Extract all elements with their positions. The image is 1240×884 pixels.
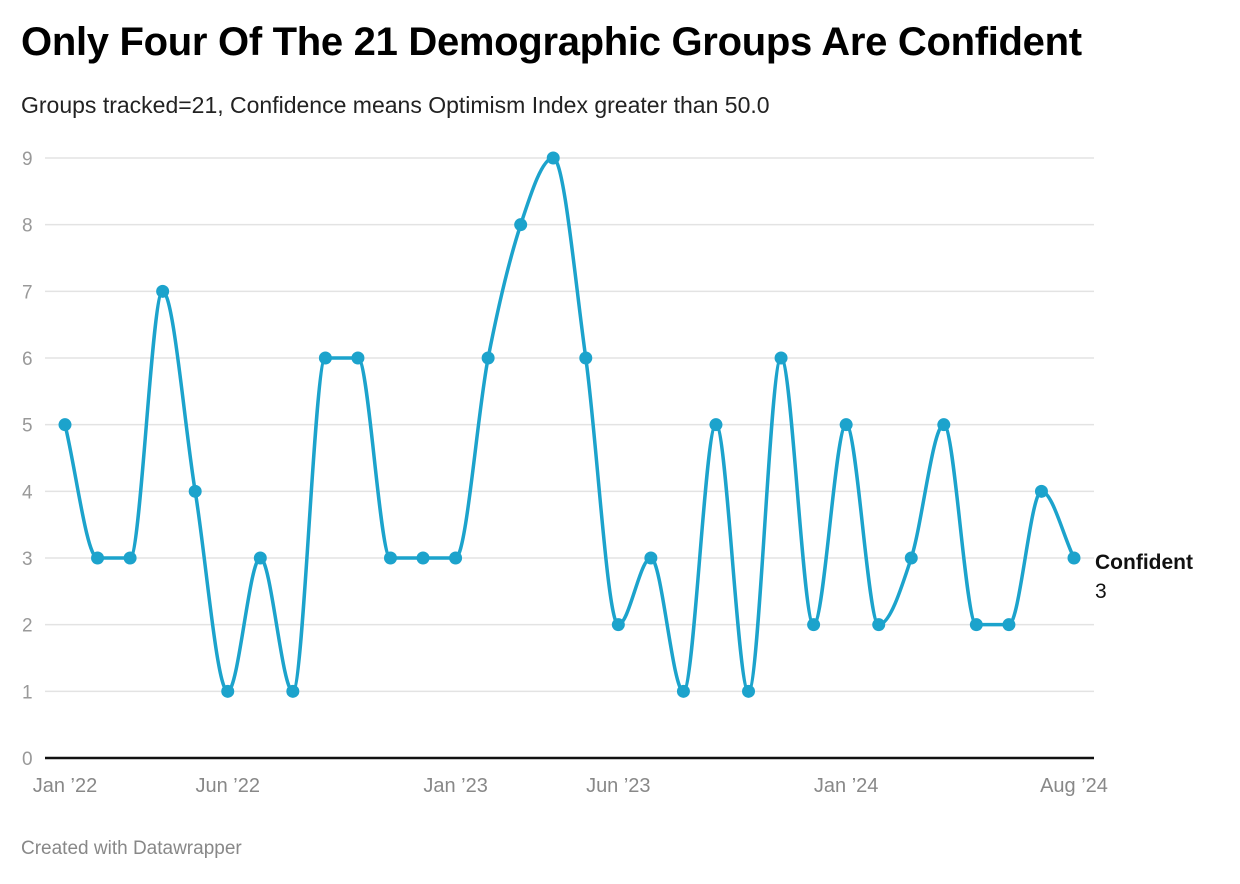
x-tick-label: Jan ’23 <box>423 775 488 797</box>
data-point <box>221 684 235 698</box>
data-point <box>286 684 300 698</box>
y-tick-label: 6 <box>22 349 33 370</box>
data-point <box>91 551 105 565</box>
data-point <box>872 618 886 632</box>
data-point <box>383 551 397 565</box>
data-point <box>481 351 495 365</box>
data-point <box>318 351 332 365</box>
data-point <box>676 684 690 698</box>
y-tick-label: 1 <box>22 682 33 703</box>
data-point <box>709 418 723 432</box>
data-point <box>123 551 137 565</box>
data-point <box>1067 551 1081 565</box>
y-tick-label: 7 <box>22 282 33 303</box>
chart-subtitle: Groups tracked=21, Confidence means Opti… <box>21 92 770 118</box>
x-tick-label: Jun ’23 <box>586 775 651 797</box>
data-point <box>416 551 430 565</box>
data-point <box>156 284 170 298</box>
y-tick-label: 8 <box>22 216 33 237</box>
data-point <box>351 351 365 365</box>
y-tick-label: 2 <box>22 616 33 637</box>
x-tick-label: Aug ’24 <box>1040 775 1108 797</box>
y-tick-label: 4 <box>22 482 33 503</box>
data-point <box>839 418 853 432</box>
data-point <box>1002 618 1016 632</box>
data-point <box>904 551 918 565</box>
data-point <box>1034 484 1048 498</box>
data-point <box>253 551 267 565</box>
data-point <box>188 484 202 498</box>
chart-title: Only Four Of The 21 Demographic Groups A… <box>21 20 1082 64</box>
footer-credit: Created with Datawrapper <box>21 838 242 859</box>
data-point <box>611 618 625 632</box>
y-tick-label: 3 <box>22 549 33 570</box>
y-tick-label: 9 <box>22 149 33 170</box>
data-point <box>774 351 788 365</box>
data-point <box>644 551 658 565</box>
x-tick-label: Jan ’24 <box>814 775 879 797</box>
data-point <box>514 218 528 232</box>
data-point <box>969 618 983 632</box>
data-point <box>807 618 821 632</box>
x-tick-label: Jun ’22 <box>195 775 260 797</box>
y-tick-label: 5 <box>22 416 33 437</box>
data-point <box>449 551 463 565</box>
data-point <box>937 418 951 432</box>
data-point <box>742 684 756 698</box>
end-label-value: 3 <box>1095 580 1107 603</box>
x-tick-label: Jan ’22 <box>33 775 98 797</box>
data-point <box>546 151 560 165</box>
y-tick-label: 0 <box>22 749 33 770</box>
data-point <box>579 351 593 365</box>
end-label-name: Confident <box>1095 551 1193 574</box>
data-point <box>58 418 72 432</box>
